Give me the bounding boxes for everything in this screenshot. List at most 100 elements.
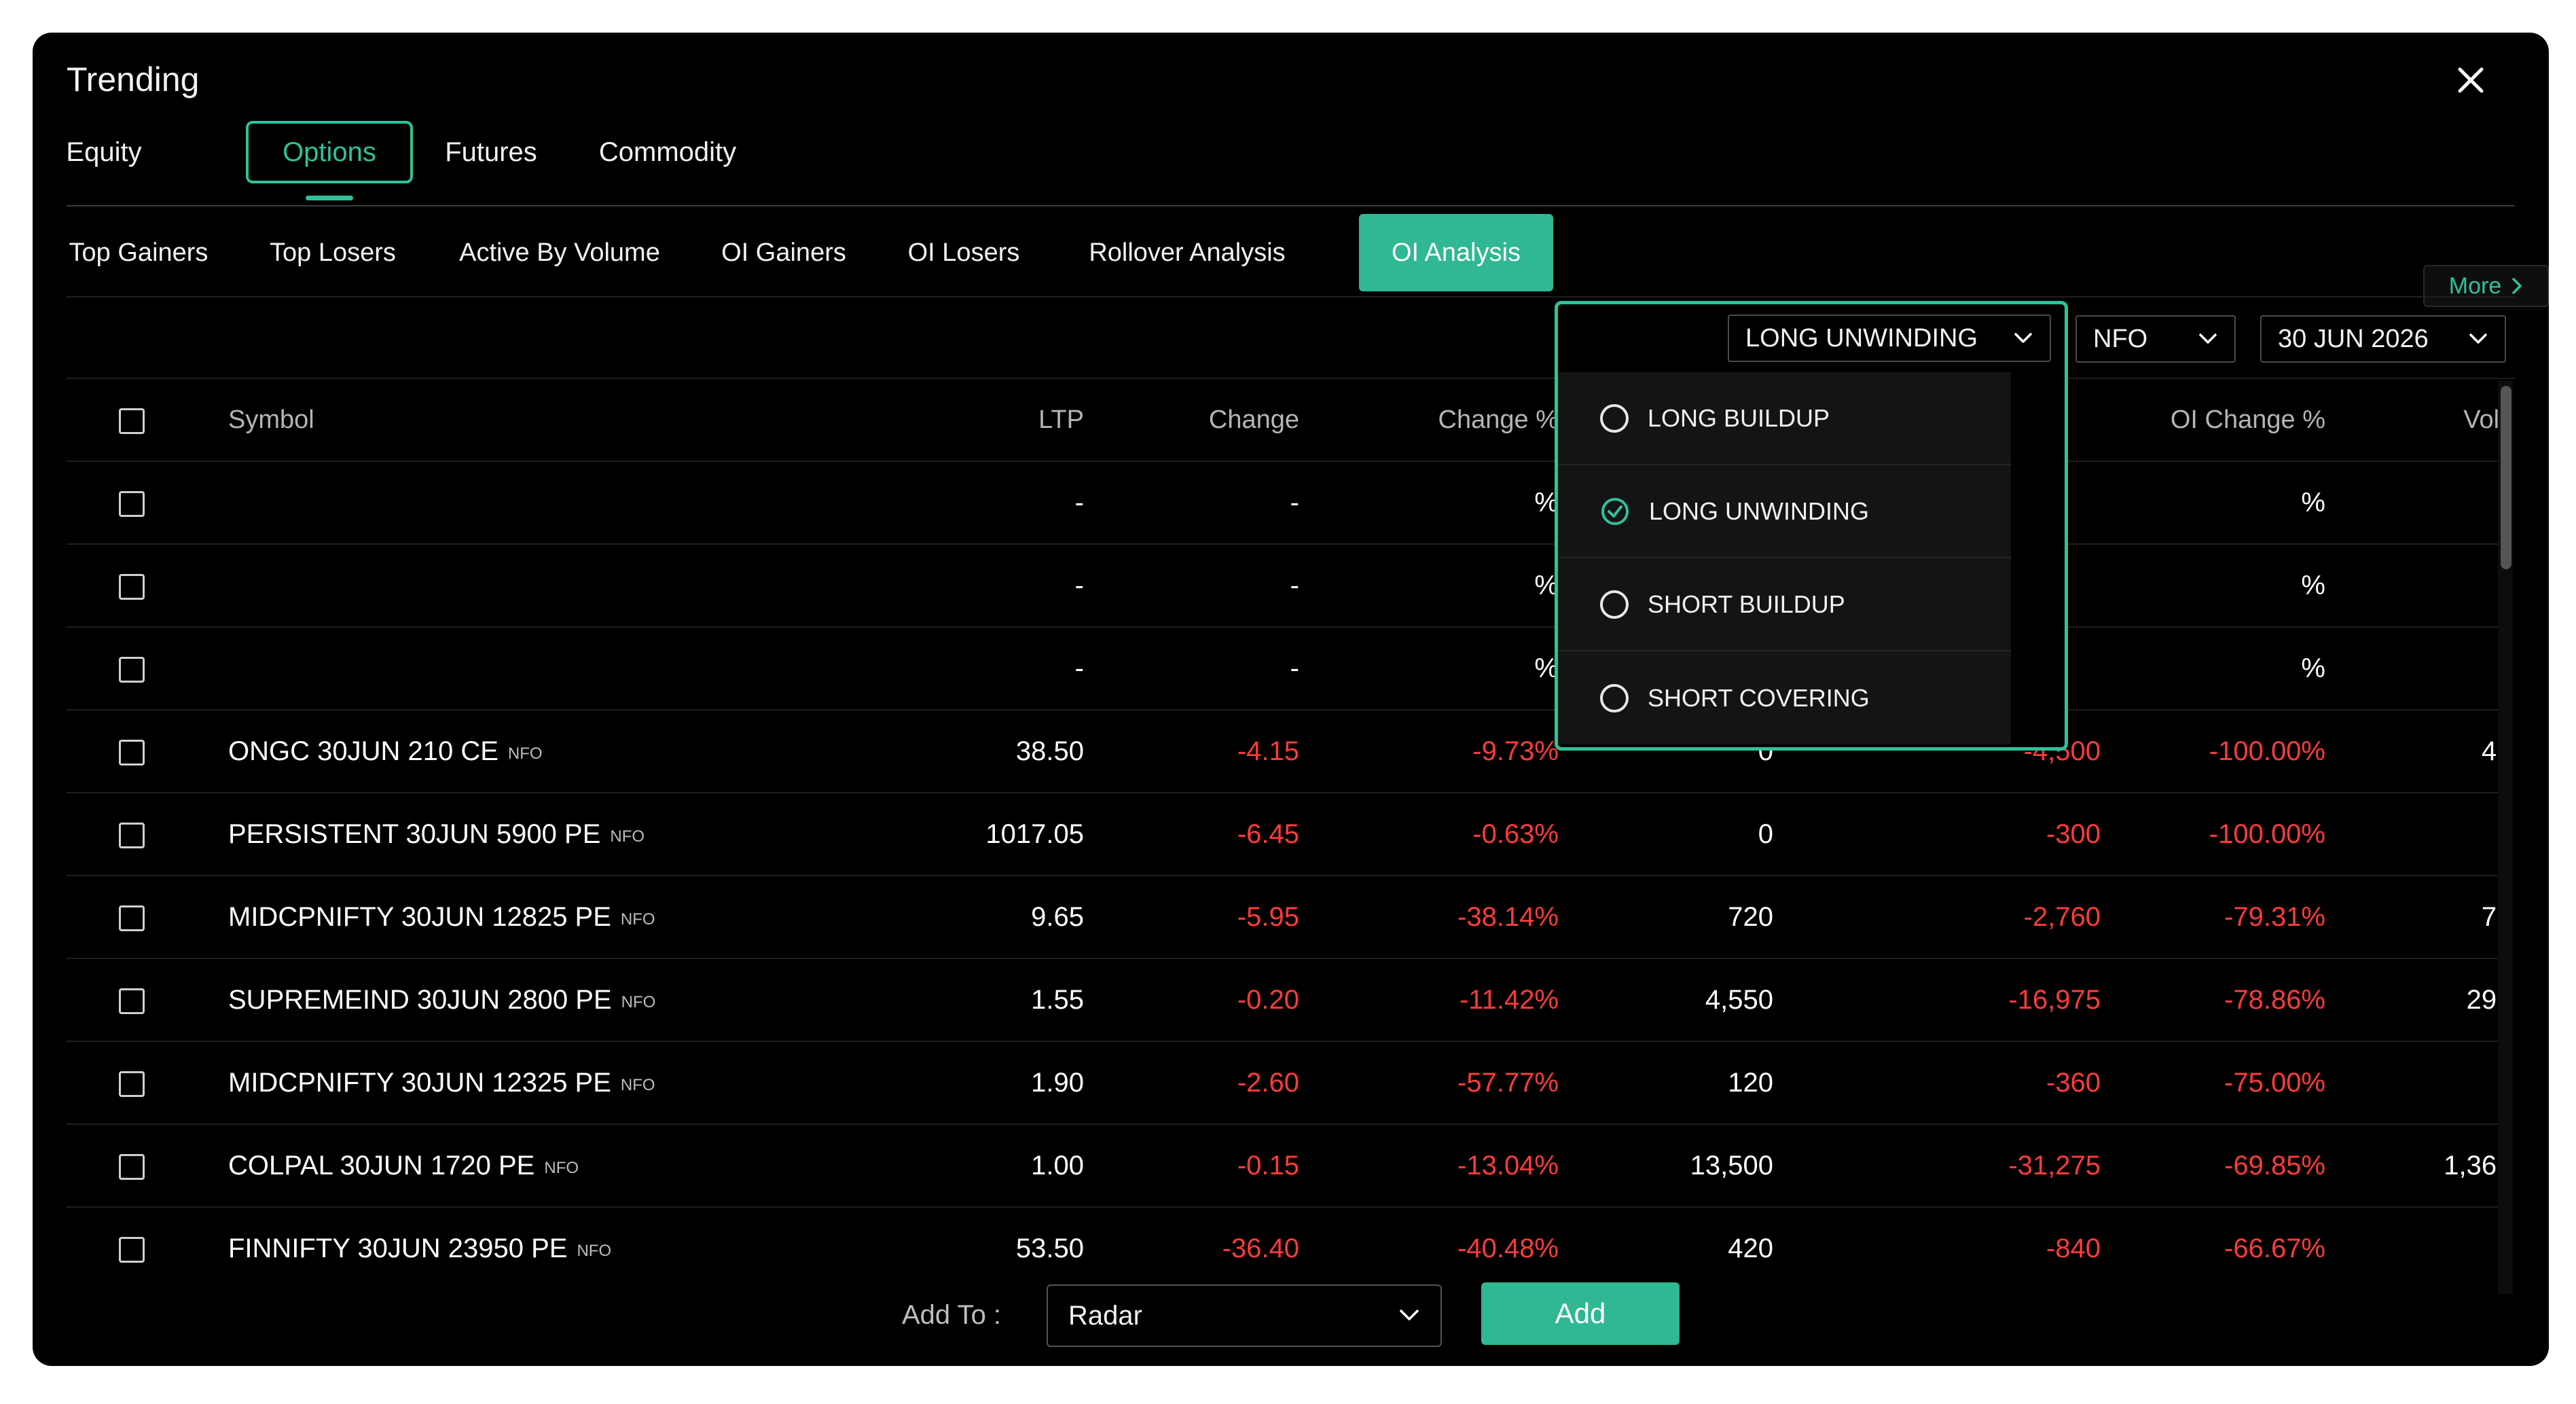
- change-pct: -38.14%: [1457, 901, 1559, 932]
- row-checkbox[interactable]: [119, 1154, 145, 1180]
- table-row[interactable]: PERSISTENT 30JUN 5900 PE NFO 1017.05 -6.4…: [67, 793, 2498, 876]
- symbol-cell: FINNIFTY 30JUN 23950 PE NFO: [228, 1208, 611, 1289]
- subtab-oi-gainers[interactable]: OI Gainers: [721, 238, 846, 267]
- exchange-value: NFO: [2093, 324, 2148, 353]
- change: -0.15: [1237, 1150, 1299, 1181]
- active-tab-indicator: [306, 196, 353, 200]
- exchange-badge: NFO: [620, 910, 655, 929]
- exchange-dropdown[interactable]: NFO: [2075, 315, 2236, 363]
- header-oi-change-pct[interactable]: OI Change %: [2170, 405, 2325, 434]
- oi-change: -360: [2046, 1067, 2101, 1098]
- expiry-dropdown[interactable]: 30 JUN 2026: [2260, 315, 2506, 363]
- option-short-buildup[interactable]: SHORT BUILDUP: [1558, 558, 2011, 651]
- divider: [67, 296, 2515, 298]
- ltp: 1017.05: [985, 818, 1084, 849]
- oi-change: -840: [2046, 1233, 2101, 1263]
- symbol-cell: ONGC 30JUN 210 CE NFO: [228, 710, 543, 792]
- chevron-down-icon: [2199, 334, 2217, 344]
- table-row[interactable]: - - % % -: [67, 545, 2498, 628]
- exchange-badge: NFO: [610, 827, 645, 846]
- radio-icon: [1600, 683, 1629, 713]
- header-ltp[interactable]: LTP: [1038, 405, 1084, 434]
- subtab-top-gainers[interactable]: Top Gainers: [69, 238, 208, 267]
- oi: 720: [1728, 901, 1773, 932]
- oi-change-pct: -100.00%: [2209, 736, 2325, 766]
- table-row[interactable]: SUPREMEIND 30JUN 2800 PE NFO 1.55 -0.20 -…: [67, 959, 2498, 1042]
- option-label: LONG UNWINDING: [1649, 497, 1869, 525]
- more-button[interactable]: More: [2423, 265, 2549, 307]
- row-checkbox[interactable]: [119, 657, 145, 683]
- sub-tabs: Top Gainers Top Losers Active By Volume …: [67, 214, 2549, 307]
- row-checkbox[interactable]: [119, 823, 145, 848]
- row-checkbox[interactable]: [119, 1237, 145, 1263]
- oi: 120: [1728, 1067, 1773, 1098]
- table-row[interactable]: ONGC 30JUN 210 CE NFO 38.50 -4.15 -9.73% …: [67, 710, 2498, 793]
- ltp: 38.50: [1015, 736, 1084, 766]
- check-circle-icon: [1601, 497, 1629, 525]
- close-icon: [2458, 67, 2484, 93]
- subtab-oi-analysis[interactable]: OI Analysis: [1359, 214, 1553, 291]
- analysis-options: LONG BUILDUP LONG UNWINDING SHORT BUILDU…: [1558, 372, 2011, 744]
- add-button[interactable]: Add: [1481, 1282, 1680, 1345]
- watchlist-dropdown[interactable]: Radar: [1047, 1284, 1442, 1347]
- oi-change-pct: -100.00%: [2209, 818, 2325, 849]
- change: -: [1290, 570, 1299, 600]
- symbol: ONGC 30JUN 210 CE: [228, 736, 498, 766]
- row-checkbox[interactable]: [119, 1071, 145, 1097]
- header-change-pct[interactable]: Change %: [1438, 405, 1559, 434]
- tab-options[interactable]: Options: [246, 121, 413, 183]
- scrollbar-track[interactable]: [2498, 380, 2513, 1294]
- option-short-covering[interactable]: SHORT COVERING: [1558, 651, 2011, 744]
- divider: [67, 378, 2515, 379]
- panel-title: Trending: [67, 60, 200, 98]
- header-change[interactable]: Change: [1208, 405, 1299, 434]
- table-header: Symbol LTP Change Change % OI Change % V…: [67, 379, 2498, 462]
- subtab-top-losers[interactable]: Top Losers: [270, 238, 396, 267]
- row-checkbox[interactable]: [119, 988, 145, 1014]
- oi-change-pct: %: [2301, 487, 2325, 518]
- row-checkbox[interactable]: [119, 740, 145, 766]
- option-long-unwinding[interactable]: LONG UNWINDING: [1558, 465, 2011, 558]
- table-row[interactable]: COLPAL 30JUN 1720 PE NFO 1.00 -0.15 -13.0…: [67, 1125, 2498, 1208]
- change-pct: -0.63%: [1472, 818, 1559, 849]
- row-checkbox[interactable]: [119, 574, 145, 600]
- oi: 4,550: [1705, 984, 1773, 1015]
- oi-change-pct: %: [2301, 653, 2325, 683]
- table-row[interactable]: - - % % -: [67, 628, 2498, 710]
- oi-change: -2,760: [2023, 901, 2101, 932]
- more-label: More: [2448, 272, 2502, 299]
- change: -2.60: [1237, 1067, 1299, 1098]
- table-row[interactable]: MIDCPNIFTY 30JUN 12325 PE NFO 1.90 -2.60 …: [67, 1042, 2498, 1125]
- select-all-checkbox[interactable]: [119, 408, 145, 434]
- change: -4.15: [1237, 736, 1299, 766]
- table-row[interactable]: - - % % -: [67, 462, 2498, 545]
- subtab-oi-losers[interactable]: OI Losers: [907, 238, 1020, 267]
- option-label: LONG BUILDUP: [1648, 403, 1830, 432]
- subtab-active-by-volume[interactable]: Active By Volume: [459, 238, 660, 267]
- row-checkbox[interactable]: [119, 905, 145, 931]
- change-pct: -57.77%: [1457, 1067, 1559, 1098]
- option-long-buildup[interactable]: LONG BUILDUP: [1558, 372, 2011, 465]
- exchange-badge: NFO: [577, 1242, 612, 1260]
- change: -: [1290, 487, 1299, 518]
- analysis-dropdown[interactable]: LONG UNWINDING: [1728, 314, 2051, 362]
- oi: 0: [1758, 818, 1773, 849]
- analysis-dropdown-popup: LONG UNWINDING LONG BUILDUP LONG UNWINDI…: [1555, 301, 2068, 751]
- symbol: PERSISTENT 30JUN 5900 PE: [228, 818, 601, 849]
- table-row[interactable]: FINNIFTY 30JUN 23950 PE NFO 53.50 -36.40 …: [67, 1208, 2498, 1289]
- subtab-rollover-analysis[interactable]: Rollover Analysis: [1089, 238, 1286, 267]
- symbol: FINNIFTY 30JUN 23950 PE: [228, 1233, 568, 1263]
- scrollbar-thumb[interactable]: [2501, 386, 2511, 569]
- close-button[interactable]: [2450, 60, 2491, 101]
- oi-change-pct: -66.67%: [2224, 1233, 2325, 1263]
- header-volume[interactable]: Volume: [2463, 405, 2498, 434]
- header-symbol[interactable]: Symbol: [228, 405, 314, 434]
- chevron-down-icon: [2014, 333, 2032, 343]
- row-checkbox[interactable]: [119, 491, 145, 517]
- table-row[interactable]: MIDCPNIFTY 30JUN 12825 PE NFO 9.65 -5.95 …: [67, 876, 2498, 959]
- tab-commodity[interactable]: Commodity: [598, 137, 737, 167]
- change-pct: -9.73%: [1472, 736, 1559, 766]
- tab-equity[interactable]: Equity: [66, 137, 142, 167]
- tab-futures[interactable]: Futures: [445, 137, 537, 167]
- exchange-badge: NFO: [507, 744, 543, 763]
